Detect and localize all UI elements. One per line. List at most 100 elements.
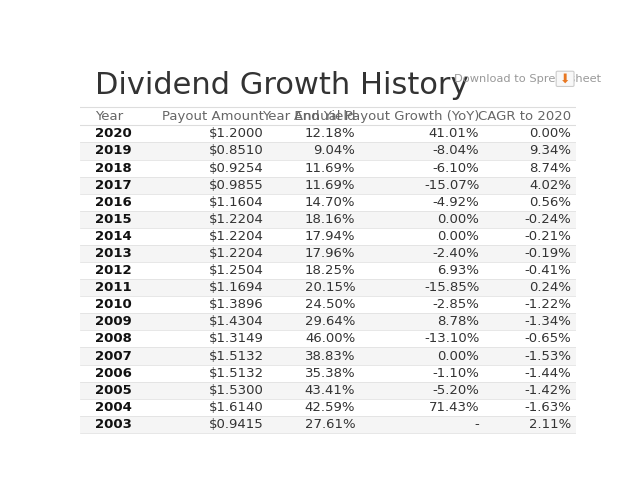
Text: -15.07%: -15.07% [424,179,479,192]
Bar [80,279,576,296]
Text: 2011: 2011 [95,281,131,294]
Text: 9.04%: 9.04% [314,145,355,157]
Text: -0.24%: -0.24% [524,213,571,226]
Text: 17.96%: 17.96% [305,247,355,260]
Bar [80,194,576,211]
Text: 0.00%: 0.00% [437,230,479,243]
Text: 14.70%: 14.70% [305,196,355,209]
Bar [80,313,576,330]
Text: 11.69%: 11.69% [305,179,355,192]
Bar [80,416,576,433]
Text: 27.61%: 27.61% [305,418,355,431]
Text: -4.92%: -4.92% [433,196,479,209]
Text: 29.64%: 29.64% [305,315,355,328]
Text: $1.2504: $1.2504 [209,264,264,277]
Text: $1.1694: $1.1694 [209,281,264,294]
Text: 24.50%: 24.50% [305,298,355,311]
Text: 18.16%: 18.16% [305,213,355,226]
Text: CAGR to 2020: CAGR to 2020 [478,110,571,123]
Text: 0.56%: 0.56% [529,196,571,209]
Text: -1.44%: -1.44% [524,367,571,380]
Text: 2018: 2018 [95,161,132,175]
Text: $0.8510: $0.8510 [209,145,264,157]
Text: 2016: 2016 [95,196,132,209]
Text: $1.5132: $1.5132 [209,367,264,380]
Text: 4.02%: 4.02% [529,179,571,192]
Text: $1.6140: $1.6140 [209,401,264,414]
Text: 35.38%: 35.38% [305,367,355,380]
Text: -0.19%: -0.19% [524,247,571,260]
Text: 2008: 2008 [95,333,132,346]
Text: 0.00%: 0.00% [529,127,571,141]
Text: Payout Amount: Payout Amount [162,110,264,123]
Text: 8.78%: 8.78% [437,315,479,328]
Bar [80,382,576,399]
Bar [80,211,576,228]
Text: -1.53%: -1.53% [524,349,571,362]
Text: 20.15%: 20.15% [305,281,355,294]
Bar [80,330,576,347]
Text: $0.9254: $0.9254 [209,161,264,175]
Text: $1.2204: $1.2204 [209,213,264,226]
Text: Download to Spreadsheet: Download to Spreadsheet [454,73,602,84]
Text: 8.74%: 8.74% [529,161,571,175]
Bar [80,159,576,177]
Text: -13.10%: -13.10% [424,333,479,346]
Text: $1.5132: $1.5132 [209,349,264,362]
Text: $1.5300: $1.5300 [209,384,264,396]
Bar [80,177,576,194]
Text: 2005: 2005 [95,384,132,396]
Text: 2004: 2004 [95,401,132,414]
Text: 2012: 2012 [95,264,131,277]
Text: 2010: 2010 [95,298,132,311]
Bar [80,347,576,365]
Text: $1.2204: $1.2204 [209,230,264,243]
Text: $0.9415: $0.9415 [209,418,264,431]
Text: 2006: 2006 [95,367,132,380]
Text: Dividend Growth History: Dividend Growth History [95,71,468,100]
Text: Year End Yield: Year End Yield [262,110,355,123]
Text: 18.25%: 18.25% [305,264,355,277]
Text: 43.41%: 43.41% [305,384,355,396]
Text: -0.21%: -0.21% [524,230,571,243]
Text: -1.34%: -1.34% [524,315,571,328]
Text: 17.94%: 17.94% [305,230,355,243]
Text: 2.11%: 2.11% [529,418,571,431]
Text: 2015: 2015 [95,213,131,226]
Text: 2017: 2017 [95,179,131,192]
Bar [80,245,576,262]
Text: 0.00%: 0.00% [437,349,479,362]
Text: -1.63%: -1.63% [524,401,571,414]
Text: 2009: 2009 [95,315,132,328]
Text: 46.00%: 46.00% [305,333,355,346]
Text: 2007: 2007 [95,349,132,362]
Text: -1.22%: -1.22% [524,298,571,311]
Bar [80,262,576,279]
Text: 9.34%: 9.34% [529,145,571,157]
Text: -1.10%: -1.10% [433,367,479,380]
Text: 71.43%: 71.43% [429,401,479,414]
Bar [80,296,576,313]
Text: -6.10%: -6.10% [433,161,479,175]
Text: -0.41%: -0.41% [524,264,571,277]
Text: -8.04%: -8.04% [433,145,479,157]
Text: 2019: 2019 [95,145,131,157]
Text: -: - [474,418,479,431]
Text: 6.93%: 6.93% [437,264,479,277]
Text: 38.83%: 38.83% [305,349,355,362]
Text: -0.65%: -0.65% [524,333,571,346]
Text: $1.1604: $1.1604 [209,196,264,209]
Text: ⬇: ⬇ [560,72,570,85]
Bar [80,228,576,245]
Text: $1.3896: $1.3896 [209,298,264,311]
Bar [80,399,576,416]
Text: -15.85%: -15.85% [424,281,479,294]
Text: -2.40%: -2.40% [433,247,479,260]
Text: -1.42%: -1.42% [524,384,571,396]
Text: 42.59%: 42.59% [305,401,355,414]
Bar [80,143,576,159]
Text: 2013: 2013 [95,247,132,260]
Bar [80,365,576,382]
Text: $0.9855: $0.9855 [209,179,264,192]
Text: 0.24%: 0.24% [529,281,571,294]
